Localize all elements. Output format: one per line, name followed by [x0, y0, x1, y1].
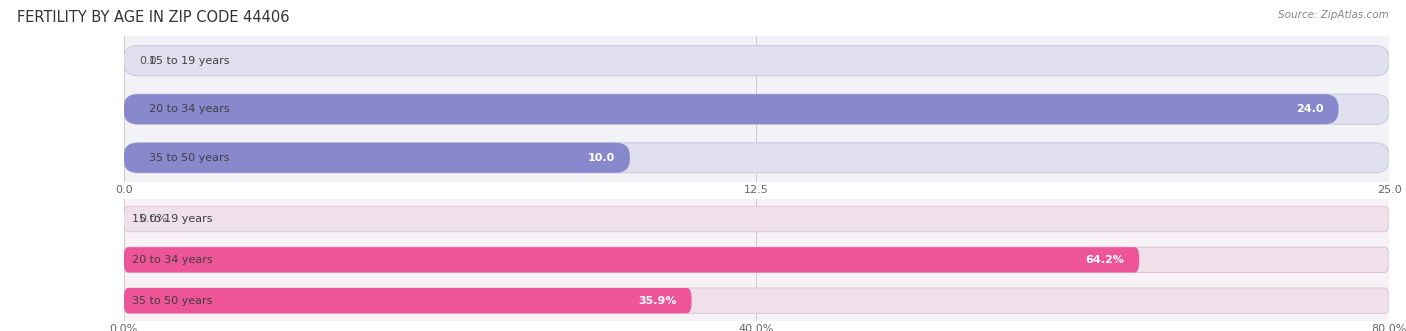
FancyBboxPatch shape	[124, 143, 630, 173]
Text: FERTILITY BY AGE IN ZIP CODE 44406: FERTILITY BY AGE IN ZIP CODE 44406	[17, 10, 290, 25]
FancyBboxPatch shape	[124, 46, 1389, 76]
FancyBboxPatch shape	[124, 247, 1139, 272]
Text: 20 to 34 years: 20 to 34 years	[132, 255, 212, 265]
FancyBboxPatch shape	[124, 94, 1339, 124]
Text: 15 to 19 years: 15 to 19 years	[132, 214, 212, 224]
Text: 10.0: 10.0	[588, 153, 614, 163]
FancyBboxPatch shape	[124, 206, 1389, 232]
Text: 35 to 50 years: 35 to 50 years	[149, 153, 229, 163]
Text: 0.0: 0.0	[139, 56, 156, 66]
Text: 0.0%: 0.0%	[139, 214, 167, 224]
FancyBboxPatch shape	[124, 288, 692, 313]
Text: 35 to 50 years: 35 to 50 years	[132, 296, 212, 306]
FancyBboxPatch shape	[124, 94, 1389, 124]
Text: 35.9%: 35.9%	[638, 296, 676, 306]
FancyBboxPatch shape	[124, 288, 1389, 313]
Text: Source: ZipAtlas.com: Source: ZipAtlas.com	[1278, 10, 1389, 20]
Text: 24.0: 24.0	[1296, 104, 1323, 114]
Text: 20 to 34 years: 20 to 34 years	[149, 104, 229, 114]
FancyBboxPatch shape	[124, 247, 1389, 272]
Text: 64.2%: 64.2%	[1085, 255, 1123, 265]
Text: 15 to 19 years: 15 to 19 years	[149, 56, 229, 66]
FancyBboxPatch shape	[124, 143, 1389, 173]
